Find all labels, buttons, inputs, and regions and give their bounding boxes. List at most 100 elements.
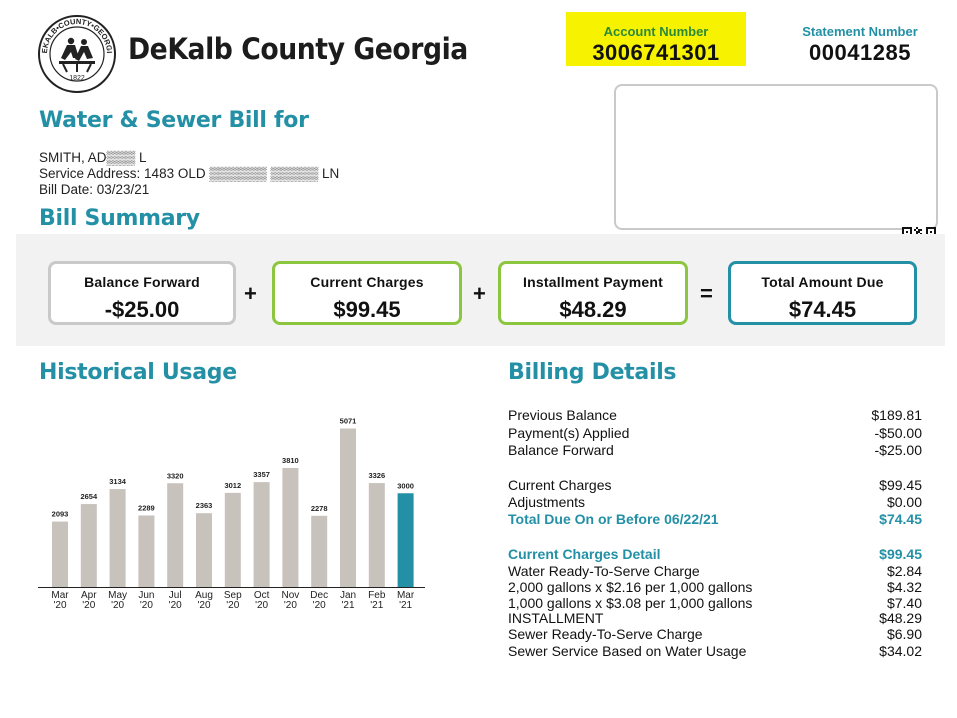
bar-value-label: 3000 [397, 481, 414, 490]
plus-operator: + [244, 281, 257, 306]
billing-row-value: $189.81 [871, 407, 922, 423]
plus-operator: + [473, 281, 486, 306]
card-label: Balance Forward [84, 274, 200, 290]
x-tick-year: '20 [111, 600, 124, 611]
current-charges-card: Current Charges $99.45 [272, 261, 462, 325]
total-amount-due-card: Total Amount Due $74.45 [728, 261, 917, 325]
x-tick-year: '20 [197, 600, 210, 611]
billing-row-value: $6.90 [886, 626, 922, 642]
billing-row-label: Current Charges [508, 477, 612, 493]
x-tick-year: '20 [53, 600, 66, 611]
usage-bar [397, 493, 414, 587]
bar-value-label: 3320 [167, 471, 184, 480]
billing-row-label: Total Due On or Before 06/22/21 [508, 511, 719, 527]
billing-row-value: $4.32 [886, 579, 922, 595]
usage-bar [224, 492, 241, 587]
billing-row-label: Water Ready-To-Serve Charge [508, 563, 700, 579]
bar-value-label: 3012 [224, 481, 241, 490]
x-tick-month: Jan [340, 590, 356, 601]
x-tick-year: '21 [341, 600, 354, 611]
statement-number-value: 00041285 [809, 40, 911, 65]
account-number-label: Account Number [603, 24, 709, 39]
usage-bar [109, 489, 126, 587]
statement-number-box: Statement Number 00041285 [780, 12, 940, 66]
mailing-address-window [614, 84, 938, 230]
usage-bar [311, 515, 328, 587]
billing-row-value: $7.40 [886, 595, 922, 611]
x-tick-month: Dec [310, 590, 328, 601]
x-tick-year: '20 [284, 600, 297, 611]
usage-bar [52, 521, 68, 587]
billing-row-value: $34.02 [879, 643, 922, 659]
card-value: $99.45 [333, 297, 401, 322]
bill-date: Bill Date: 03/23/21 [39, 182, 150, 197]
bar-value-label: 2654 [80, 492, 98, 501]
usage-bar [340, 428, 356, 587]
usage-bar [282, 467, 299, 587]
installment-payment-card: Installment Payment $48.29 [498, 261, 688, 325]
x-tick-month: May [108, 590, 127, 601]
x-tick-month: Jun [138, 590, 154, 601]
usage-bar-chart: 2093Mar'202654Apr'203134May'202289Jun'20… [38, 417, 425, 611]
billing-row-label: Sewer Ready-To-Serve Charge [508, 626, 703, 642]
bill-title: Water & Sewer Bill for [39, 108, 309, 133]
county-seal-logo: DEKALB•COUNTY•GEORGIA 1822 [37, 14, 116, 93]
bar-value-label: 5071 [340, 417, 357, 426]
x-tick-year: '21 [370, 600, 383, 611]
x-tick-month: Oct [254, 590, 270, 601]
x-tick-month: Sep [224, 590, 242, 601]
usage-bar [368, 483, 385, 587]
billing-row-label: Current Charges Detail [508, 546, 661, 562]
x-tick-month: Jul [169, 590, 182, 601]
x-tick-month: Feb [368, 590, 386, 601]
x-tick-year: '20 [255, 600, 268, 611]
billing-row-value: $74.45 [879, 511, 922, 527]
billing-row-label: Sewer Service Based on Water Usage [508, 643, 747, 659]
card-label: Installment Payment [523, 274, 663, 290]
x-tick-year: '20 [226, 600, 239, 611]
billing-row-label: 2,000 gallons x $2.16 per 1,000 gallons [508, 579, 753, 595]
billing-row-label: Adjustments [508, 494, 586, 510]
card-value: $48.29 [559, 297, 627, 322]
x-tick-year: '20 [140, 600, 153, 611]
card-label: Current Charges [310, 274, 424, 290]
customer-name: SMITH, AD▒▒▒ L [39, 150, 147, 165]
x-tick-month: Mar [51, 590, 69, 601]
billing-row-value: -$25.00 [874, 442, 922, 458]
card-label: Total Amount Due [761, 274, 884, 290]
billing-row-value: -$50.00 [874, 425, 922, 441]
historical-usage-title: Historical Usage [39, 360, 237, 385]
billing-details-title: Billing Details [508, 360, 677, 385]
x-tick-year: '20 [313, 600, 326, 611]
bar-value-label: 3326 [368, 471, 385, 480]
card-value: $74.45 [788, 297, 857, 322]
bar-value-label: 3810 [282, 456, 299, 465]
usage-bar [80, 504, 97, 587]
billing-row-value: $48.29 [879, 610, 922, 626]
billing-row-value: $2.84 [886, 563, 922, 579]
card-value: -$25.00 [104, 297, 180, 322]
county-name: DeKalb County Georgia [128, 32, 468, 66]
usage-bar [196, 513, 212, 587]
equals-operator: = [700, 281, 713, 306]
x-tick-month: Nov [282, 590, 300, 601]
billing-row-label: Payment(s) Applied [508, 425, 630, 441]
seal-year: 1822 [69, 75, 85, 82]
x-tick-year: '20 [169, 600, 182, 611]
account-number-box: Account Number 3006741301 [566, 12, 746, 66]
x-tick-month: Mar [397, 590, 415, 601]
billing-row-value: $99.45 [879, 546, 922, 562]
bar-value-label: 3134 [109, 477, 127, 486]
billing-row-label: INSTALLMENT [508, 610, 604, 626]
service-address: Service Address: 1483 OLD ▒▒▒▒▒▒ ▒▒▒▒▒ L… [39, 166, 340, 181]
billing-row-value: $99.45 [879, 477, 922, 493]
bar-value-label: 2363 [196, 501, 213, 510]
billing-row-value: $0.00 [886, 494, 922, 510]
bar-value-label: 2278 [311, 504, 328, 513]
x-tick-year: '20 [82, 600, 95, 611]
usage-bar [167, 483, 184, 587]
balance-forward-card: Balance Forward -$25.00 [48, 261, 236, 325]
billing-row-label: Balance Forward [508, 442, 614, 458]
usage-bar [138, 515, 155, 587]
x-tick-month: Aug [195, 590, 213, 601]
